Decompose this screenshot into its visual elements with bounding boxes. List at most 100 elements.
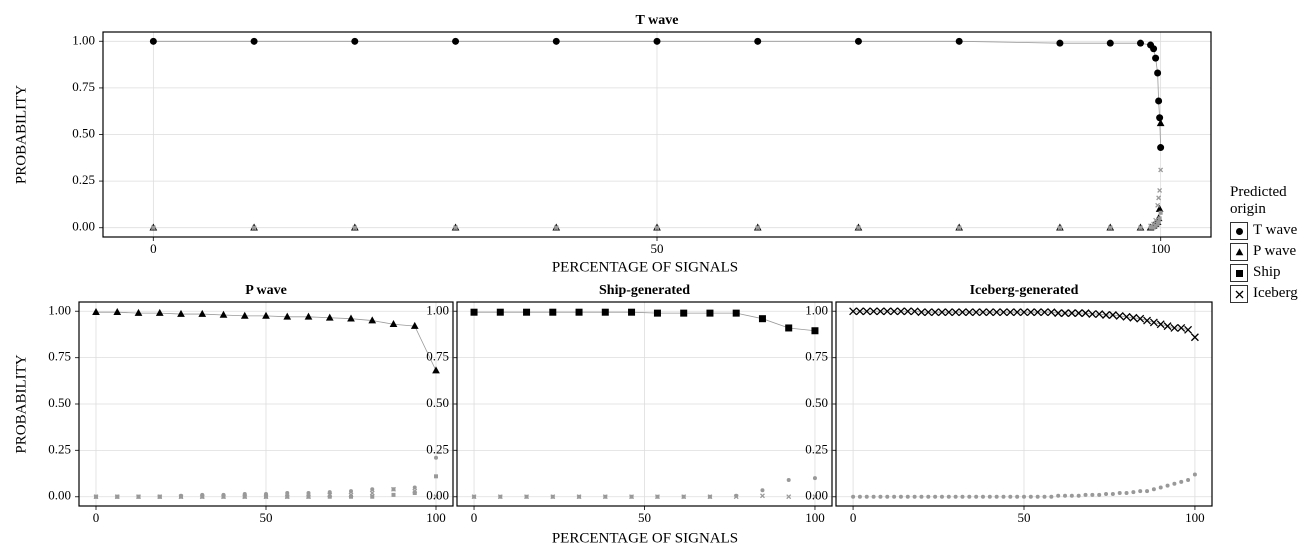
point: [1054, 309, 1063, 318]
point: [370, 494, 375, 499]
point: [946, 494, 951, 499]
point: [862, 307, 871, 316]
point: [681, 494, 687, 500]
point: [1138, 489, 1143, 494]
point: [470, 308, 478, 316]
point: [1151, 225, 1156, 230]
point: [958, 308, 967, 317]
point: [471, 494, 477, 500]
x-axis-label: PERCENTAGE OF SIGNALS: [552, 530, 738, 546]
point: [654, 494, 660, 500]
point: [1049, 494, 1054, 499]
point: [811, 327, 819, 335]
y-tick-label: 0.50: [426, 395, 449, 410]
point: [410, 321, 419, 329]
point: [412, 491, 417, 496]
point: [980, 494, 985, 499]
point: [349, 494, 353, 499]
point: [1158, 210, 1163, 215]
point: [1028, 494, 1033, 499]
point: [1076, 493, 1081, 498]
point: [1148, 225, 1153, 230]
point: [871, 494, 876, 499]
point: [849, 307, 858, 316]
point: [1152, 54, 1160, 62]
point: [854, 37, 862, 45]
x-tick-label: 0: [93, 510, 100, 525]
point: [1157, 187, 1163, 193]
point: [1157, 216, 1162, 221]
legend-entry: T wave: [1230, 220, 1305, 241]
point: [939, 494, 944, 499]
point: [304, 312, 313, 320]
plot-frame: [835, 301, 1213, 507]
point: [524, 494, 530, 500]
point: [734, 493, 739, 498]
legend-title: Predicted origin: [1230, 184, 1287, 217]
point: [864, 494, 869, 499]
point: [985, 308, 994, 317]
point: [1074, 309, 1083, 318]
point: [1022, 494, 1026, 499]
point: [965, 308, 974, 317]
point: [347, 314, 355, 322]
point: [786, 494, 792, 500]
point: [653, 37, 661, 45]
point: [496, 308, 504, 316]
point: [306, 491, 311, 496]
point: [1106, 39, 1114, 47]
point: [1165, 483, 1170, 488]
point: [994, 494, 999, 499]
point: [919, 494, 924, 499]
y-tick-label: 1.00: [426, 302, 449, 317]
point: [992, 308, 1001, 317]
point: [944, 308, 953, 317]
point: [892, 494, 897, 499]
legend-entry: Iceberg: [1230, 283, 1305, 304]
legend-entry: Ship: [1230, 262, 1305, 283]
point: [812, 476, 817, 481]
point: [602, 494, 608, 500]
point: [368, 316, 377, 324]
point: [177, 309, 185, 317]
legend-key: [1230, 242, 1248, 261]
point: [1155, 202, 1161, 208]
point: [855, 307, 864, 316]
y-tick-label: 0.25: [72, 172, 95, 187]
x-tick-label: 50: [651, 241, 664, 256]
point: [523, 308, 531, 316]
point: [999, 308, 1008, 317]
y-tick-label: 0.00: [426, 488, 449, 503]
point: [1184, 325, 1193, 334]
point: [199, 494, 205, 500]
point: [149, 37, 157, 45]
legend-marker: [1235, 247, 1244, 255]
point: [550, 494, 556, 500]
point: [453, 225, 459, 231]
point: [754, 37, 762, 45]
point: [434, 455, 438, 460]
point: [432, 366, 440, 374]
point: [242, 494, 248, 500]
legend-key: [1230, 221, 1248, 240]
point: [974, 494, 979, 499]
point: [1158, 167, 1164, 173]
point: [1154, 69, 1162, 77]
point: [760, 488, 765, 493]
panel-title: P wave: [245, 283, 287, 298]
point: [924, 308, 933, 317]
point: [1008, 494, 1013, 499]
y-tick-label: 0.50: [48, 395, 71, 410]
point: [412, 488, 418, 494]
point: [917, 308, 926, 317]
point: [412, 485, 417, 490]
point: [549, 308, 557, 316]
point: [348, 492, 354, 498]
point: [433, 494, 439, 500]
point: [1157, 144, 1165, 152]
point: [987, 494, 992, 499]
x-axis-label: PERCENTAGE OF SIGNALS: [552, 259, 738, 275]
point: [391, 486, 396, 492]
point: [1081, 309, 1090, 318]
point: [219, 310, 228, 318]
